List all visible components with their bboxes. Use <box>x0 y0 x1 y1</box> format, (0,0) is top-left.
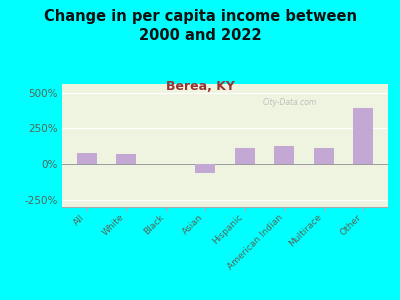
Text: Change in per capita income between
2000 and 2022: Change in per capita income between 2000… <box>44 9 356 43</box>
Bar <box>354 108 373 164</box>
Bar <box>274 146 294 164</box>
Bar <box>195 164 215 173</box>
Bar <box>77 153 96 164</box>
Text: City-Data.com: City-Data.com <box>263 98 317 107</box>
Bar <box>314 148 334 164</box>
Bar <box>235 148 255 164</box>
Bar <box>116 154 136 164</box>
Text: Berea, KY: Berea, KY <box>166 80 234 92</box>
